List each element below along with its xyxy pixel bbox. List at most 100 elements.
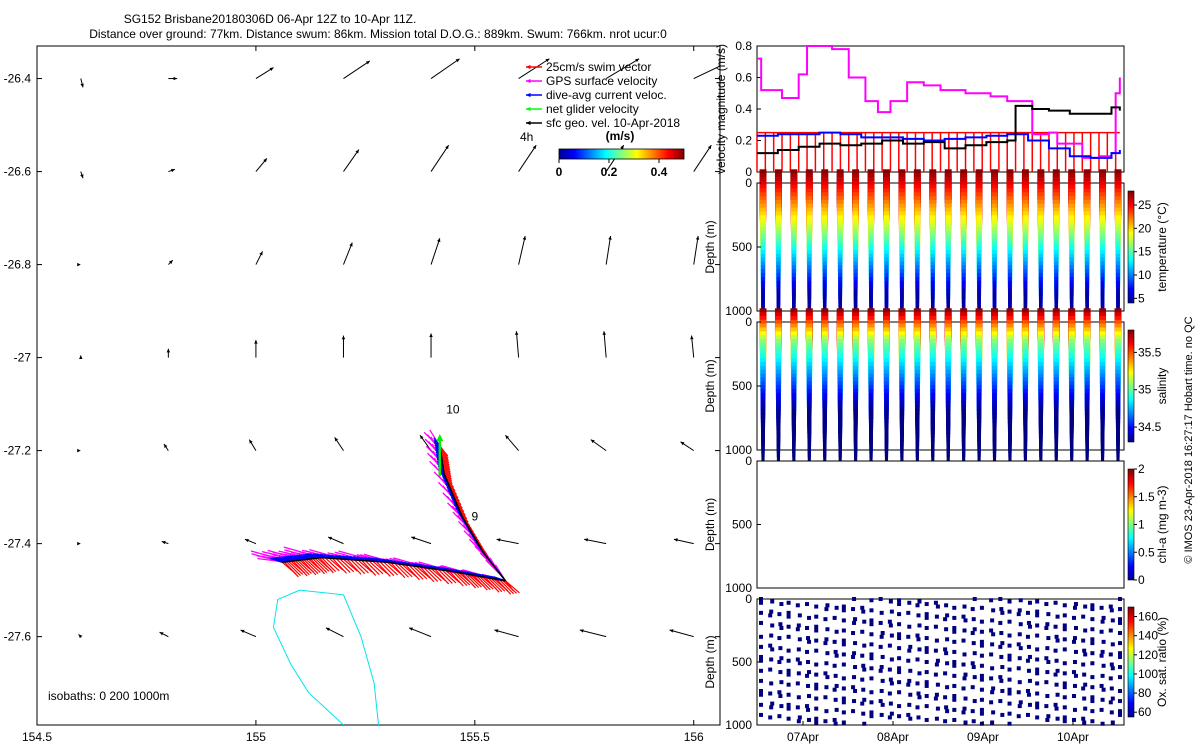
oxygen-point bbox=[869, 642, 874, 647]
velocity-ytick-label: 0.2 bbox=[735, 134, 752, 148]
oxygen-point bbox=[1000, 610, 1005, 615]
oxygen-point bbox=[1108, 604, 1113, 609]
depth-panel-frame bbox=[756, 182, 1125, 312]
swim-vector bbox=[467, 573, 482, 588]
oxygen-point bbox=[834, 629, 839, 634]
colorbar-tick-label: 34.5 bbox=[1138, 420, 1162, 434]
profile-segment bbox=[792, 431, 796, 462]
dive-avg-current-vector bbox=[285, 555, 298, 562]
oxygen-point bbox=[796, 671, 801, 676]
oxygen-point bbox=[906, 634, 911, 639]
oxygen-point bbox=[979, 639, 984, 644]
swim-vector bbox=[445, 570, 461, 583]
oxygen-point bbox=[924, 660, 929, 664]
oxygen-point bbox=[879, 610, 884, 615]
oxygen-point bbox=[989, 700, 994, 705]
profile-segment bbox=[1116, 292, 1120, 323]
oxygen-point bbox=[853, 617, 858, 622]
date-tick-label: 09Apr bbox=[967, 730, 999, 744]
oxygen-point bbox=[906, 682, 911, 687]
oxygen-point bbox=[786, 692, 791, 697]
oxygen-point bbox=[933, 696, 938, 701]
colorbar-tick-label: 140 bbox=[1138, 629, 1158, 643]
oxygen-point bbox=[1072, 605, 1077, 610]
current-vector-head bbox=[455, 58, 460, 63]
oxygen-point bbox=[889, 657, 894, 662]
oxygen-point bbox=[990, 666, 995, 671]
oxygen-point bbox=[1071, 694, 1076, 699]
swim-vector bbox=[312, 558, 328, 574]
oxygen-point bbox=[943, 719, 948, 724]
oxygen-point bbox=[1090, 637, 1095, 642]
oxygen-point bbox=[1083, 652, 1088, 657]
swim-vector bbox=[303, 559, 319, 575]
oxygen-point bbox=[806, 660, 811, 664]
oxygen-point bbox=[972, 651, 977, 656]
oxygen-point bbox=[777, 714, 782, 719]
oxygen-point bbox=[916, 715, 921, 720]
oxygen-point bbox=[889, 609, 894, 614]
oxygen-point bbox=[962, 628, 967, 633]
oxygen-point bbox=[770, 623, 775, 628]
swim-vector bbox=[305, 558, 321, 573]
oxygen-point bbox=[759, 668, 763, 673]
oxygen-point bbox=[814, 696, 819, 701]
oxygen-point bbox=[1081, 638, 1086, 643]
map-frame bbox=[36, 45, 721, 726]
oxygen-point bbox=[841, 638, 846, 643]
oxygen-point bbox=[1007, 701, 1012, 706]
dive-avg-current-vector bbox=[272, 557, 285, 563]
colorbar-tick-label: 160 bbox=[1138, 610, 1158, 624]
oxygen-point bbox=[924, 636, 929, 641]
oxygen-point bbox=[1090, 603, 1095, 608]
oxygen-point bbox=[1100, 673, 1105, 678]
current-vector-head bbox=[349, 242, 353, 247]
oxygen-point bbox=[807, 615, 812, 620]
swim-vector bbox=[426, 567, 442, 582]
oxygen-point bbox=[823, 695, 828, 700]
oxygen-point bbox=[961, 662, 966, 667]
oxygen-point bbox=[1062, 719, 1067, 724]
swim-vector bbox=[324, 557, 340, 572]
oxygen-point bbox=[962, 676, 967, 681]
swim-vector bbox=[361, 560, 377, 576]
oxygen-point bbox=[834, 707, 839, 712]
oxygen-point bbox=[841, 720, 846, 725]
oxygen-point bbox=[1007, 653, 1012, 658]
oxygen-point bbox=[897, 646, 902, 651]
swim-vector bbox=[416, 565, 431, 579]
speed-colorbar-tick-label: 0.2 bbox=[601, 165, 618, 179]
oxygen-point bbox=[970, 607, 975, 612]
depth-colorbar bbox=[1127, 468, 1135, 581]
oxygen-point bbox=[1007, 711, 1012, 716]
swim-vector bbox=[328, 557, 344, 571]
map-ytick-label: -26.4 bbox=[4, 72, 32, 86]
oxygen-point bbox=[1016, 690, 1021, 695]
oxygen-point bbox=[1007, 609, 1012, 614]
map-xtick-label: 155.5 bbox=[460, 730, 490, 744]
oxygen-point bbox=[945, 709, 950, 714]
velocity-series bbox=[757, 104, 1121, 155]
oxygen-point bbox=[862, 667, 867, 672]
dive-avg-current-vector bbox=[274, 557, 287, 563]
swim-vector bbox=[443, 471, 453, 482]
current-vector-head bbox=[80, 83, 84, 88]
oxygen-point bbox=[833, 649, 838, 654]
oxygen-point bbox=[989, 598, 994, 603]
oxygen-point bbox=[972, 627, 977, 632]
swim-vector bbox=[335, 558, 351, 574]
current-vector-head bbox=[429, 333, 433, 337]
oxygen-point bbox=[879, 712, 884, 717]
oxygen-point bbox=[1035, 701, 1040, 706]
oxygen-point bbox=[1027, 702, 1032, 707]
current-vector-head bbox=[707, 145, 712, 150]
dive-avg-current-vector bbox=[300, 553, 314, 560]
oxygen-point bbox=[768, 715, 773, 720]
oxygen-point bbox=[852, 675, 857, 680]
oxygen-point bbox=[1007, 691, 1012, 696]
oxygen-point bbox=[1044, 704, 1049, 709]
swim-vector bbox=[408, 564, 424, 580]
oxygen-point bbox=[979, 697, 984, 702]
oxygen-point bbox=[1073, 649, 1078, 654]
oxygen-point bbox=[1072, 660, 1077, 664]
